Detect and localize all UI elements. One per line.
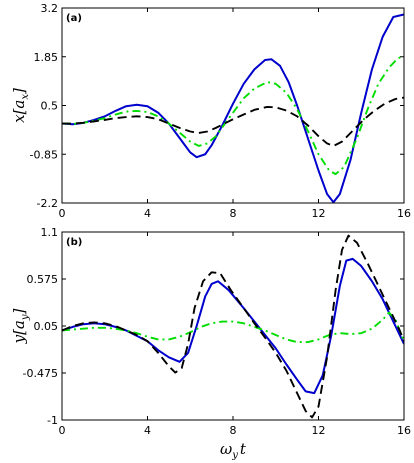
panel-b-ytick-label: -1 [47,414,58,427]
panel-a-ytick-label: -0.85 [30,148,58,161]
panel-a-ylabel: x[ax] [10,88,31,123]
panel-a-xtick-label: 4 [144,207,151,220]
panel-a-label: (a) [66,13,82,24]
panel-b-ytick-label: -0.475 [23,367,58,380]
panel-a-xticks: 0 4 8 12 16 [59,8,411,220]
panel-a-series-dashdot-line [62,54,404,176]
panel-a-series-solid-line [62,13,404,203]
panel-b-series-dashdot-line [62,311,404,344]
panel-a-ytick-label: 0.5 [41,100,59,113]
panel-b-xticks: 0 4 8 12 16 [59,232,411,437]
panel-a-ytick-label: 3.2 [41,2,59,15]
panel-a-xtick-label: 8 [230,207,237,220]
panel-b-series-dashed-line [62,234,404,419]
panel-a-yticks: -2.2 -0.85 0.5 1.85 3.2 [30,2,404,210]
panel-b-yticks: -1 -0.475 0.05 0.575 1.1 [23,226,404,427]
panel-b-xtick-label: 4 [144,424,151,437]
panel-a-xtick-label: 16 [397,207,411,220]
panel-b-xtick-label: 8 [230,424,237,437]
panel-a-ytick-label: -2.2 [37,197,58,210]
panel-b: 0 4 8 12 16 -1 -0.475 0.05 0.575 1.1 (b) y[ay] ω… [10,226,411,461]
panel-b-ytick-label: 0.05 [34,320,59,333]
panel-b-lines [62,234,404,419]
panel-a: 0 4 8 12 16 -2.2 -0.85 0.5 1.85 3.2 (a) x[ax] [10,2,411,220]
panel-b-ylabel: y[ay] [10,308,31,344]
panel-a-series-dashed-line [62,96,404,147]
panel-b-ytick-label: 0.575 [27,273,59,286]
panel-b-series-solid-line [62,257,404,395]
panel-a-xtick-label: 12 [312,207,326,220]
panel-b-xlabel: ωy t [220,440,247,461]
panel-b-label: (b) [66,237,82,248]
panel-a-xtick-label: 0 [59,207,66,220]
panel-b-ytick-label: 1.1 [41,226,59,239]
panel-b-xtick-label: 12 [312,424,326,437]
panel-a-ytick-label: 1.85 [34,51,59,64]
panel-b-xtick-label: 16 [397,424,411,437]
panel-a-lines [62,13,404,203]
panel-b-xtick-label: 0 [59,424,66,437]
